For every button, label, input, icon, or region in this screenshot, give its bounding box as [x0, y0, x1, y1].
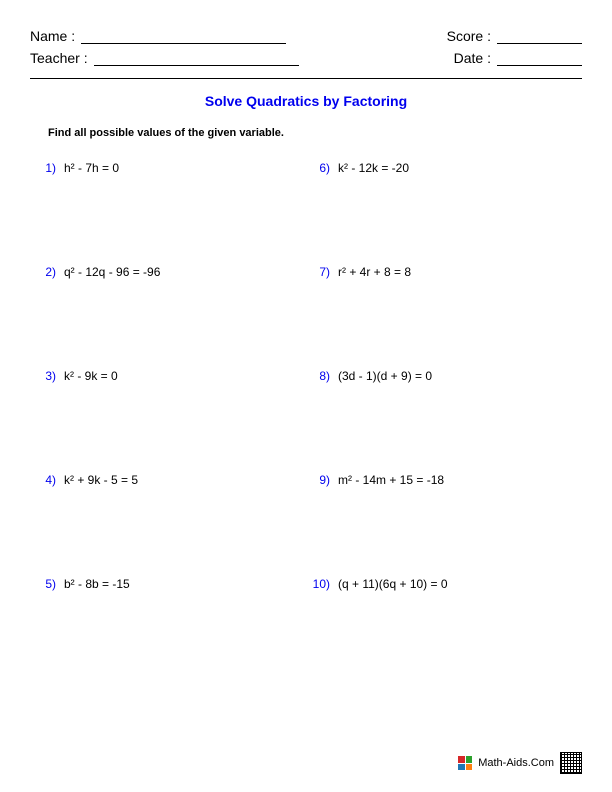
name-line[interactable]	[81, 28, 286, 44]
teacher-label: Teacher :	[30, 50, 88, 66]
problem-number: 5)	[34, 577, 64, 591]
problem-equation: q² - 12q - 96 = -96	[64, 265, 160, 279]
score-label: Score :	[447, 28, 491, 44]
problem-number: 3)	[34, 369, 64, 383]
problem-equation: r² + 4r + 8 = 8	[338, 265, 411, 279]
teacher-line[interactable]	[94, 50, 299, 66]
page-title: Solve Quadratics by Factoring	[30, 93, 582, 109]
problem-equation: k² - 9k = 0	[64, 369, 118, 383]
footer: Math-Aids.Com	[458, 752, 582, 774]
problem-number: 10)	[308, 577, 338, 591]
instructions-text: Find all possible values of the given va…	[48, 127, 582, 139]
problem-1: 1) h² - 7h = 0	[34, 161, 308, 265]
problem-6: 6) k² - 12k = -20	[308, 161, 582, 265]
problem-equation: k² + 9k - 5 = 5	[64, 473, 138, 487]
problem-2: 2) q² - 12q - 96 = -96	[34, 265, 308, 369]
date-line[interactable]	[497, 50, 582, 66]
logo-icon	[458, 756, 472, 770]
problem-equation: h² - 7h = 0	[64, 161, 119, 175]
problem-5: 5) b² - 8b = -15	[34, 577, 308, 681]
problem-number: 8)	[308, 369, 338, 383]
problem-number: 7)	[308, 265, 338, 279]
problem-equation: b² - 8b = -15	[64, 577, 130, 591]
name-label: Name :	[30, 28, 75, 44]
date-label: Date :	[454, 50, 491, 66]
problem-9: 9) m² - 14m + 15 = -18	[308, 473, 582, 577]
problem-3: 3) k² - 9k = 0	[34, 369, 308, 473]
problem-number: 6)	[308, 161, 338, 175]
score-line[interactable]	[497, 28, 582, 44]
teacher-field: Teacher :	[30, 50, 299, 66]
problem-8: 8) (3d - 1)(d + 9) = 0	[308, 369, 582, 473]
problem-number: 1)	[34, 161, 64, 175]
problem-number: 4)	[34, 473, 64, 487]
qr-icon	[560, 752, 582, 774]
footer-site: Math-Aids.Com	[478, 757, 554, 769]
problem-equation: m² - 14m + 15 = -18	[338, 473, 444, 487]
name-field: Name :	[30, 28, 286, 44]
problem-10: 10) (q + 11)(6q + 10) = 0	[308, 577, 582, 681]
problem-equation: k² - 12k = -20	[338, 161, 409, 175]
date-field: Date :	[454, 50, 582, 66]
score-field: Score :	[447, 28, 582, 44]
problems-grid: 1) h² - 7h = 0 6) k² - 12k = -20 2) q² -…	[30, 161, 582, 681]
problem-4: 4) k² + 9k - 5 = 5	[34, 473, 308, 577]
problem-equation: (3d - 1)(d + 9) = 0	[338, 369, 432, 383]
problem-number: 2)	[34, 265, 64, 279]
problem-number: 9)	[308, 473, 338, 487]
header-divider	[30, 78, 582, 79]
problem-7: 7) r² + 4r + 8 = 8	[308, 265, 582, 369]
problem-equation: (q + 11)(6q + 10) = 0	[338, 577, 448, 591]
